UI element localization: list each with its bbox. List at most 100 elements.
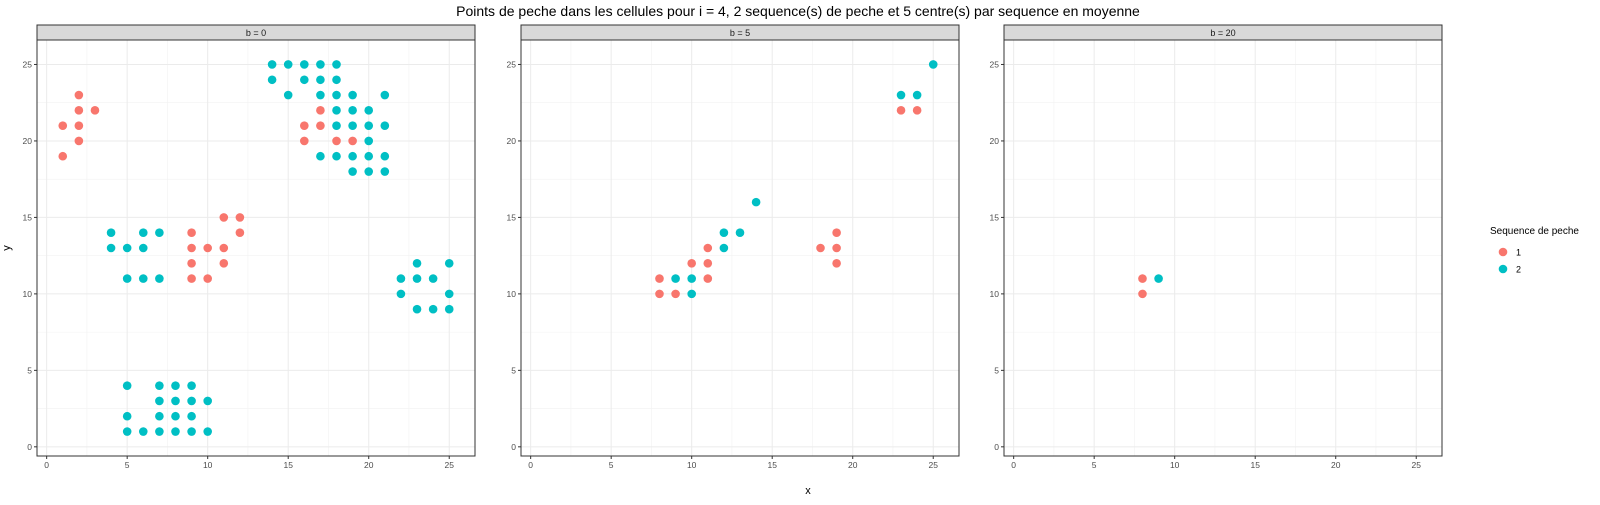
data-point <box>671 274 680 283</box>
data-point <box>90 106 100 115</box>
data-point <box>316 90 325 100</box>
data-point <box>687 274 696 283</box>
x-tick-label: 0 <box>528 460 533 470</box>
data-point <box>138 427 148 436</box>
legend-entry-2: 2 <box>1498 265 1521 275</box>
data-point <box>187 243 196 253</box>
data-point <box>832 243 841 253</box>
data-point <box>219 213 229 222</box>
data-point <box>1138 274 1147 283</box>
x-tick-label: 25 <box>929 460 939 470</box>
data-point <box>138 243 148 253</box>
data-point <box>155 381 164 390</box>
legend: Sequence de peche 1 2 <box>1490 226 1579 275</box>
data-point <box>122 427 132 436</box>
series-2 <box>106 60 454 436</box>
data-point <box>332 60 341 69</box>
data-point <box>187 228 196 238</box>
y-tick-label: 25 <box>990 59 1000 69</box>
data-point <box>332 151 341 161</box>
x-tick-label: 20 <box>848 460 858 470</box>
y-tick-label: 15 <box>23 212 33 222</box>
panel-border <box>520 39 960 457</box>
facet-label: b = 20 <box>1210 28 1235 38</box>
data-point <box>122 411 132 421</box>
x-tick-label: 20 <box>1331 460 1341 470</box>
x-tick-label: 25 <box>445 460 455 470</box>
data-point <box>832 258 841 268</box>
data-point <box>283 90 293 100</box>
y-tick-label: 10 <box>990 289 1000 299</box>
series-2 <box>1154 274 1163 283</box>
data-point <box>928 60 938 69</box>
y-tick-label: 0 <box>994 442 999 452</box>
panel-3: b = 20 0 5 10 15 20 25 0 5 10 15 20 25 <box>990 24 1443 470</box>
data-point <box>444 258 454 268</box>
data-point <box>155 427 164 436</box>
data-point <box>106 243 116 253</box>
data-point <box>155 396 164 406</box>
data-point <box>171 396 180 406</box>
data-point <box>348 106 357 115</box>
data-point <box>1138 289 1147 299</box>
y-tick-label: 25 <box>23 59 33 69</box>
data-point <box>300 60 309 69</box>
y-tick-label: 0 <box>511 442 516 452</box>
panel-1: b = 0 0 5 10 15 20 25 0 5 10 15 20 25 <box>23 24 476 470</box>
data-point <box>444 289 454 299</box>
data-point <box>380 151 390 161</box>
x-tick-label: 15 <box>767 460 777 470</box>
y-tick-label: 25 <box>507 59 517 69</box>
data-point <box>155 228 164 238</box>
y-tick-label: 15 <box>507 212 517 222</box>
data-point <box>122 381 132 390</box>
data-point <box>138 228 148 238</box>
x-tick-label: 20 <box>364 460 374 470</box>
x-tick-label: 0 <box>1011 460 1016 470</box>
data-point <box>300 75 309 85</box>
data-point <box>316 60 325 69</box>
series-1 <box>655 106 922 299</box>
data-point <box>444 304 454 314</box>
data-point <box>235 213 245 222</box>
data-point <box>58 121 68 130</box>
y-tick-label: 20 <box>23 136 33 146</box>
data-point <box>74 136 84 146</box>
data-point <box>832 228 841 238</box>
y-tick-label: 10 <box>23 289 33 299</box>
x-tick-label: 5 <box>609 460 614 470</box>
legend-entry-1: 1 <box>1498 248 1521 258</box>
facet-label: b = 0 <box>246 28 266 38</box>
data-point <box>348 151 357 161</box>
data-point <box>203 243 212 253</box>
data-point <box>348 90 357 100</box>
y-tick-label: 5 <box>994 365 999 375</box>
series-1 <box>1138 274 1147 299</box>
data-point <box>187 381 196 390</box>
data-point <box>412 258 422 268</box>
data-point <box>74 90 84 100</box>
data-point <box>300 121 309 130</box>
data-point <box>155 411 164 421</box>
x-tick-label: 15 <box>1250 460 1260 470</box>
y-tick-label: 5 <box>511 365 516 375</box>
data-point <box>300 136 309 146</box>
data-point <box>187 411 196 421</box>
data-point <box>122 243 132 253</box>
data-point <box>187 274 196 283</box>
y-tick-label: 5 <box>27 365 32 375</box>
data-point <box>106 228 116 238</box>
data-point <box>316 121 325 130</box>
data-point <box>332 90 341 100</box>
x-tick-label: 0 <box>44 460 49 470</box>
chart-title: Points de peche dans les cellules pour i… <box>456 3 1140 19</box>
data-point <box>58 151 68 161</box>
panels-layer: b = 0 0 5 10 15 20 25 0 5 10 15 20 25 b = 5 0 5 10 15 20 25… <box>23 24 1443 470</box>
data-point <box>267 60 277 69</box>
data-point <box>171 381 180 390</box>
data-point <box>332 106 341 115</box>
data-point <box>203 274 212 283</box>
y-tick-label: 10 <box>507 289 517 299</box>
